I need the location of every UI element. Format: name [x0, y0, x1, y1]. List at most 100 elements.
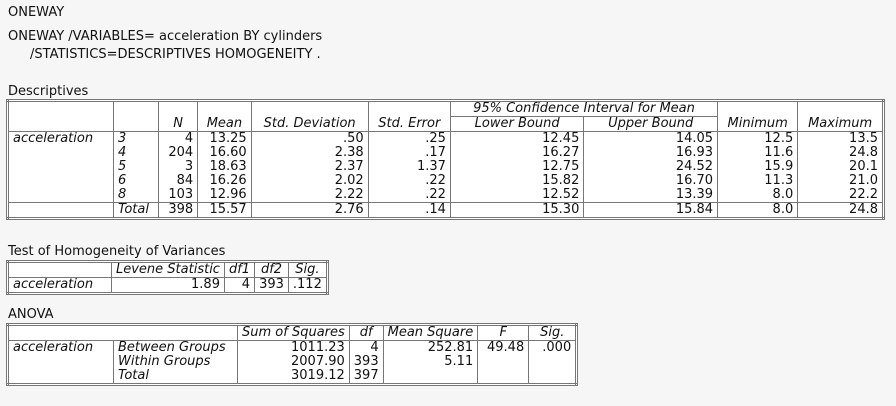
- column-header: Maximum: [797, 116, 884, 132]
- cell: 16.26: [209, 173, 247, 188]
- upper-values: 14.05 16.93 24.52 16.70 13.39: [583, 131, 719, 203]
- corner-cell: [250, 100, 369, 117]
- df-values: 4 393 397: [348, 340, 384, 385]
- cell: 15.82: [542, 173, 580, 188]
- cell: 12.52: [542, 187, 580, 202]
- f-value: 49.48: [477, 340, 530, 385]
- cell: 84: [176, 173, 194, 188]
- row-variable-label: acceleration: [7, 277, 112, 294]
- lower-values: 12.45 16.27 12.75 15.82 12.52: [449, 131, 585, 203]
- syntax-line-2: ONEWAY /VARIABLES= acceleration BY cylin…: [8, 29, 323, 44]
- cell: 393: [254, 277, 289, 294]
- cell: .112: [287, 277, 328, 294]
- cell: 2007.90: [291, 354, 345, 369]
- cell: 1.89: [111, 277, 225, 294]
- cell: 15.9: [764, 159, 794, 174]
- cell: .25: [425, 131, 446, 146]
- cell: 16.60: [209, 145, 247, 160]
- ci-header: 95% Confidence Interval for Mean: [449, 100, 719, 117]
- column-header: Sig.: [528, 324, 578, 341]
- cell: 14.05: [675, 131, 714, 146]
- group-label: 5: [118, 159, 127, 174]
- column-header: df1: [223, 261, 256, 278]
- corner-cell: [7, 261, 112, 278]
- corner-cell: [717, 100, 799, 117]
- min-values: 12.5 11.6 15.9 11.3 8.0: [717, 131, 799, 203]
- descriptives-table: 95% Confidence Interval for Mean N Mean …: [6, 99, 885, 220]
- cell: 16.27: [542, 145, 580, 160]
- mean-values: 13.25 16.60 18.63 16.26 12.96: [197, 131, 252, 203]
- column-header: Mean Square: [382, 324, 479, 341]
- cell: 21.0: [849, 173, 878, 188]
- cell: 4: [370, 340, 379, 355]
- cell: 13.25: [209, 131, 247, 146]
- cell: 22.2: [849, 187, 878, 202]
- syntax-line-1: ONEWAY: [8, 5, 65, 20]
- column-header: df2: [254, 261, 289, 278]
- cell: 1.37: [416, 159, 446, 174]
- cell: 103: [168, 187, 194, 202]
- source-label: Total: [118, 368, 149, 383]
- group-label: Total: [113, 202, 159, 219]
- row-variable-label: acceleration: [7, 340, 114, 385]
- cell: .22: [425, 187, 446, 202]
- cell: 8.0: [717, 202, 799, 219]
- column-header: F: [477, 324, 530, 341]
- corner-cell: [367, 100, 451, 117]
- cell: 1011.23: [291, 340, 345, 355]
- stddev-values: .50 2.38 2.37 2.02 2.22: [250, 131, 369, 203]
- cell: 18.63: [209, 159, 247, 174]
- column-header: df: [348, 324, 384, 341]
- cell: 12.45: [542, 131, 580, 146]
- descriptives-title: Descriptives: [8, 84, 89, 99]
- cell: .22: [425, 173, 446, 188]
- cell: 13.5: [849, 131, 878, 146]
- anova-table: Sum of Squares df Mean Square F Sig. acc…: [6, 323, 579, 386]
- cell: 5.11: [444, 354, 474, 369]
- cell: [388, 369, 474, 383]
- cell: 12.96: [209, 187, 247, 202]
- cell: 4: [223, 277, 256, 294]
- group-labels: 3 4 5 6 8: [113, 131, 159, 203]
- cell: 2.76: [250, 202, 369, 219]
- source-label: Between Groups: [118, 340, 226, 355]
- levene-table: Levene Statistic df1 df2 Sig. accelerati…: [6, 260, 329, 295]
- cell: 49.48: [487, 340, 525, 355]
- column-header: Lower Bound: [449, 116, 585, 132]
- cell: .14: [367, 202, 451, 219]
- cell: 20.1: [849, 159, 878, 174]
- cell: 11.6: [764, 145, 794, 160]
- syntax-block: ONEWAY ONEWAY /VARIABLES= acceleration B…: [8, 4, 322, 64]
- corner-cell: [7, 116, 114, 132]
- column-header: Minimum: [717, 116, 799, 132]
- anova-title: ANOVA: [8, 307, 54, 322]
- source-labels: Between Groups Within Groups Total: [113, 340, 238, 385]
- group-label: 6: [118, 173, 127, 188]
- group-label: 3: [118, 131, 127, 146]
- source-label: Within Groups: [118, 354, 211, 369]
- cell: 3019.12: [291, 368, 345, 383]
- cell: .000: [542, 340, 572, 355]
- cell: 4: [184, 131, 194, 146]
- cell: 16.70: [675, 173, 714, 188]
- corner-cell: [197, 100, 252, 117]
- cell: 2.38: [334, 145, 364, 160]
- cell: 13.39: [675, 187, 714, 202]
- n-values: 4 204 3 84 103: [157, 131, 199, 203]
- corner-cell: [157, 100, 199, 117]
- cell: 2.37: [334, 159, 364, 174]
- cell: 3: [184, 159, 194, 174]
- column-header: Sig.: [287, 261, 328, 278]
- group-label: 4: [118, 145, 127, 160]
- cell: 24.8: [849, 145, 878, 160]
- cell: 2.22: [334, 187, 364, 202]
- cell: 393: [353, 354, 379, 369]
- cell: 12.75: [542, 159, 580, 174]
- corner-cell: [797, 100, 884, 117]
- corner-cell: [7, 202, 114, 219]
- column-header: Sum of Squares: [237, 324, 350, 341]
- syntax-line-3: /STATISTICS=DESCRIPTIVES HOMOGENEITY .: [30, 47, 321, 62]
- cell: 397: [353, 368, 379, 383]
- corner-cell: [113, 100, 159, 117]
- cell: 15.57: [197, 202, 252, 219]
